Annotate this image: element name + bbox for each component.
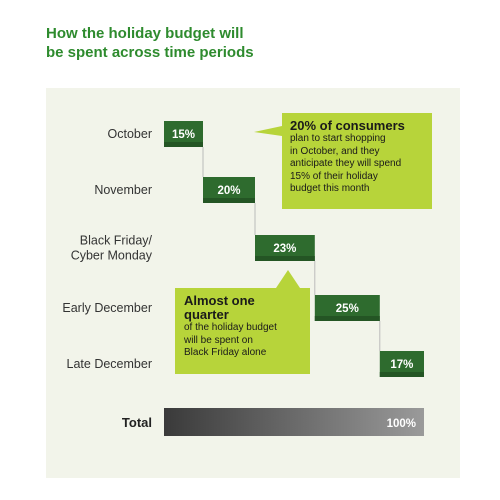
category-label: Early December [62,301,152,315]
chart-title-line-1: How the holiday budget will [46,25,244,42]
bar-shade-2 [255,256,315,261]
callout-black-friday-body: of the holiday budget will be spent on B… [184,322,277,358]
callout-october: 20% of consumers plan to start shopping … [282,113,432,209]
bar-shade-4 [379,372,424,377]
callout-october-pointer [254,126,282,136]
callout-black-friday-head: Almost one quarter [184,293,255,322]
chart-title-line-2: be spent across time periods [46,44,254,61]
callout-black-friday: Almost one quarter of the holiday budget… [175,288,310,374]
callout-black-friday-pointer [276,270,300,288]
callout-october-body: plan to start shopping in October, and t… [290,133,402,194]
bar-shade-1 [203,198,255,203]
bar-shade-3 [314,316,380,321]
bar-value-label: 25% [336,303,359,315]
callout-october-head: 20% of consumers [290,118,405,133]
bar-value-label: 23% [273,243,296,255]
category-label: Late December [67,357,152,371]
chart-title: How the holiday budget will be spent acr… [46,24,306,62]
total-label: Total [122,415,152,430]
bar-value-label: 20% [217,185,240,197]
category-label: October [108,127,152,141]
bar-value-label: 17% [390,359,413,371]
bar-shade-0 [164,142,203,147]
bar-value-label: 15% [172,129,195,141]
category-label: Black Friday/Cyber Monday [71,234,153,263]
total-bar [164,408,424,436]
category-label: November [94,183,152,197]
total-value-label: 100% [387,418,416,430]
waterfall-chart: 15% October 20% November 23% Black Friday/Cyb… [62,121,424,436]
